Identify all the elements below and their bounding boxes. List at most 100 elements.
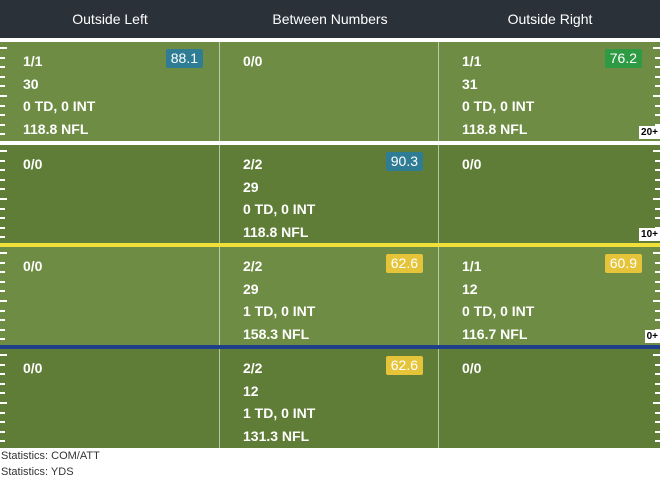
stat-passer-rating: 118.8 NFL	[23, 120, 89, 137]
stat-completions-attempts: 0/0	[23, 360, 43, 376]
hash-mark	[655, 373, 660, 376]
zone-cell-zero-plus-between-numbers[interactable]: 2/2 29 1 TD, 0 INT 158.3 NFL 62.6	[219, 247, 438, 345]
hash-mark	[0, 290, 5, 293]
hash-mark	[0, 421, 5, 424]
hash-mark	[0, 207, 5, 210]
hash-mark	[0, 75, 5, 78]
hash-mark	[655, 56, 660, 59]
yard-hash-marks-right	[653, 349, 660, 448]
hash-mark	[0, 47, 7, 49]
stat-yards: 29	[243, 178, 259, 195]
hash-mark	[0, 261, 5, 264]
hash-mark	[0, 56, 5, 59]
football-field: 1/1 30 0 TD, 0 INT 118.8 NFL 88.1 0/0 1/1 31 0 T…	[0, 38, 660, 448]
hash-mark	[0, 309, 5, 312]
yard-hash-marks-left	[0, 349, 7, 448]
stat-passer-rating: 116.7 NFL	[462, 325, 528, 342]
hash-mark	[655, 226, 660, 229]
grade-badge: 88.1	[165, 49, 203, 68]
hash-mark	[655, 421, 660, 424]
hash-mark	[655, 290, 660, 293]
stat-completions-attempts: 1/1	[23, 53, 43, 69]
hash-mark	[655, 309, 660, 312]
hash-mark	[0, 188, 5, 191]
stat-passer-rating: 118.8 NFL	[243, 223, 309, 240]
zone-cell-behind-los-outside-right[interactable]: 0/0	[438, 349, 660, 448]
hash-mark	[0, 123, 5, 126]
hash-mark	[0, 411, 5, 414]
stat-passer-rating: 131.3 NFL	[243, 427, 310, 444]
hash-mark	[655, 159, 660, 162]
hash-mark	[655, 75, 660, 78]
zone-cell-ten-plus-between-numbers[interactable]: 2/2 29 0 TD, 0 INT 118.8 NFL 90.3	[219, 145, 438, 243]
hash-mark	[0, 85, 5, 88]
hash-mark	[655, 66, 660, 69]
column-header-bar: Outside Left Between Numbers Outside Rig…	[0, 0, 660, 38]
hash-mark	[0, 373, 5, 376]
hash-mark	[0, 440, 5, 443]
hash-mark	[0, 280, 5, 283]
hash-mark	[655, 123, 660, 126]
hash-mark	[0, 392, 5, 395]
yard-hash-marks-left	[0, 145, 7, 243]
hash-mark	[655, 319, 660, 322]
hash-mark	[653, 354, 660, 356]
hash-mark	[655, 440, 660, 443]
stat-passer-rating: 158.3 NFL	[243, 325, 310, 342]
hash-mark	[653, 150, 660, 152]
stat-yards: 12	[462, 280, 478, 297]
zone-cell-twenty-plus-outside-left[interactable]: 1/1 30 0 TD, 0 INT 118.8 NFL 88.1	[0, 42, 219, 141]
zone-twenty-plus: 1/1 30 0 TD, 0 INT 118.8 NFL 88.1 0/0 1/1 31 0 T…	[0, 42, 660, 141]
hash-mark	[0, 319, 5, 322]
hash-mark	[653, 252, 660, 254]
stat-completions-attempts: 0/0	[462, 360, 482, 376]
header-outside-right: Outside Right	[507, 11, 593, 27]
hash-mark	[0, 169, 5, 172]
zone-zero-plus: 0/0 2/2 29 1 TD, 0 INT 158.3 NFL 62.6 1/1 12 0 T…	[0, 247, 660, 345]
hash-mark	[0, 402, 7, 404]
zone-cell-ten-plus-outside-left[interactable]: 0/0	[0, 145, 219, 243]
hash-mark	[0, 328, 5, 331]
zone-cell-zero-plus-outside-right[interactable]: 1/1 12 0 TD, 0 INT 116.7 NFL 60.9	[438, 247, 660, 345]
yard-hash-marks-right	[653, 42, 660, 141]
hash-mark	[655, 114, 660, 117]
zone-cell-ten-plus-outside-right[interactable]: 0/0	[438, 145, 660, 243]
stat-completions-attempts: 2/2	[243, 360, 263, 376]
hash-mark	[655, 217, 660, 220]
hash-mark	[0, 217, 5, 220]
hash-mark	[655, 261, 660, 264]
statistics-line-com-att: Statistics: COM/ATT	[1, 450, 100, 462]
hash-mark	[0, 178, 5, 181]
hash-mark	[655, 85, 660, 88]
yard-range-label: 20+	[639, 126, 660, 139]
zone-cell-behind-los-outside-left[interactable]: 0/0	[0, 349, 219, 448]
stat-completions-attempts: 0/0	[462, 156, 482, 172]
hash-mark	[655, 104, 660, 107]
zone-cell-zero-plus-outside-left[interactable]: 0/0	[0, 247, 219, 345]
stat-touchdowns-interceptions: 0 TD, 0 INT	[462, 303, 535, 319]
header-between-numbers: Between Numbers	[272, 11, 388, 27]
hash-mark	[0, 95, 7, 97]
yard-range-label: 10+	[639, 228, 660, 241]
stat-touchdowns-interceptions: 0 TD, 0 INT	[462, 98, 535, 114]
hash-mark	[655, 169, 660, 172]
stat-touchdowns-interceptions: 1 TD, 0 INT	[243, 405, 316, 421]
grade-badge: 60.9	[604, 254, 642, 273]
hash-mark	[0, 363, 5, 366]
zone-cell-twenty-plus-outside-right[interactable]: 1/1 31 0 TD, 0 INT 118.8 NFL 76.2	[438, 42, 660, 141]
stat-passer-rating: 118.8 NFL	[462, 120, 528, 137]
grade-badge: 62.6	[385, 356, 423, 375]
yard-range-label: 0+	[644, 330, 660, 343]
yard-hash-marks-left	[0, 247, 7, 345]
hash-mark	[653, 47, 660, 49]
stat-completions-attempts: 0/0	[23, 156, 43, 172]
stat-completions-attempts: 2/2	[243, 258, 263, 274]
zone-cell-twenty-plus-between-numbers[interactable]: 0/0	[219, 42, 438, 141]
hash-mark	[0, 150, 7, 152]
zone-cell-behind-los-between-numbers[interactable]: 2/2 12 1 TD, 0 INT 131.3 NFL 62.6	[219, 349, 438, 448]
hash-mark	[655, 411, 660, 414]
zone-divider-line	[0, 141, 660, 145]
hash-mark	[0, 133, 5, 136]
statistics-legend: Statistics: COM/ATT Statistics: YDS	[0, 448, 660, 482]
line-of-scrimmage	[0, 345, 660, 349]
